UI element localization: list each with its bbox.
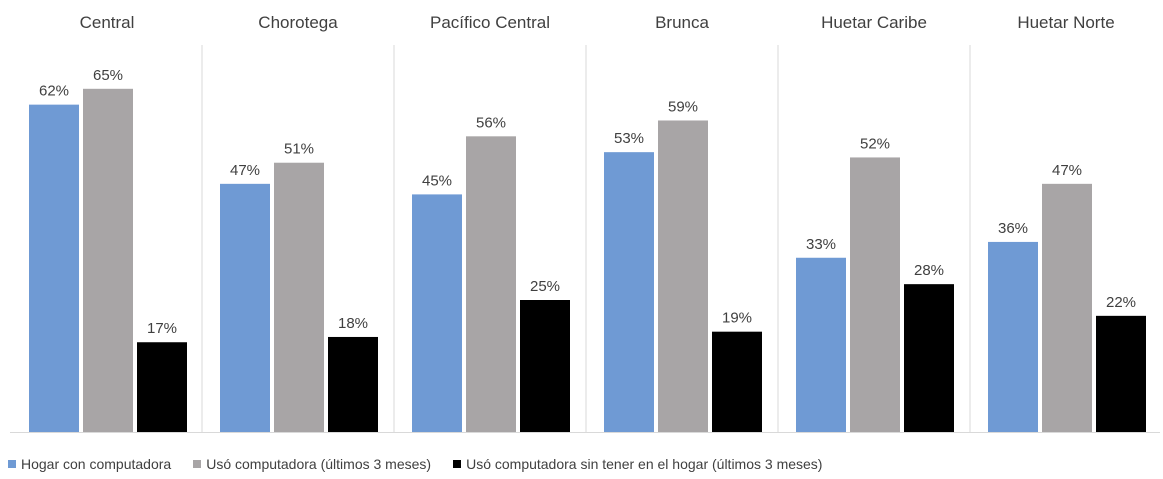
bar [466, 136, 516, 432]
data-label: 33% [806, 236, 836, 253]
bar [712, 331, 762, 432]
category-title: Central [80, 13, 135, 32]
legend-item-hogar: Hogar con computadora [8, 456, 171, 472]
category-title: Pacífico Central [430, 13, 550, 32]
data-label: 45% [422, 172, 452, 189]
data-label: 65% [93, 67, 123, 84]
bar [328, 336, 378, 432]
legend-label-hogar: Hogar con computadora [21, 456, 172, 472]
bar [658, 120, 708, 432]
legend: Hogar con computadora Usó computadora (ú… [8, 455, 844, 473]
data-label: 59% [668, 98, 698, 115]
data-label: 22% [1106, 294, 1136, 311]
bar [796, 257, 846, 432]
data-label: 28% [914, 262, 944, 279]
category-title: Huetar Caribe [821, 13, 927, 32]
legend-swatch-hogar [8, 460, 16, 468]
data-label: 17% [147, 320, 177, 337]
bar [274, 162, 324, 432]
bar [988, 241, 1038, 432]
legend-swatch-uso [193, 460, 202, 468]
bar [904, 284, 954, 432]
data-label: 62% [39, 83, 69, 100]
legend-item-sin-hogar: Usó computadora sin tener en el hogar (ú… [453, 456, 822, 472]
bar [1042, 183, 1092, 432]
bar [604, 152, 654, 432]
bar [850, 157, 900, 432]
legend-label-sin-hogar: Usó computadora sin tener en el hogar (ú… [466, 456, 823, 472]
data-label: 18% [338, 315, 368, 332]
legend-swatch-sin-hogar [453, 460, 462, 468]
data-label: 47% [1052, 162, 1082, 179]
bar [520, 300, 570, 432]
bar [83, 88, 133, 433]
bar-chart-svg: Central 62% 65% 17% Chorotega 47% 51% 18% Pacífi… [10, 13, 1160, 433]
legend-item-uso: Usó computadora (últimos 3 meses) [193, 456, 431, 472]
bar [1096, 315, 1146, 432]
data-label: 51% [284, 141, 314, 158]
data-label: 52% [860, 135, 890, 152]
bar [137, 342, 187, 432]
data-label: 36% [998, 220, 1028, 237]
data-label: 47% [230, 162, 260, 179]
data-label: 56% [476, 114, 506, 131]
bar [29, 104, 79, 432]
category-title: Chorotega [258, 13, 338, 32]
category-title: Brunca [655, 13, 709, 32]
data-label: 25% [530, 278, 560, 295]
bar [412, 194, 462, 432]
category-title: Huetar Norte [1017, 13, 1114, 32]
data-label: 19% [722, 310, 752, 327]
bar [220, 183, 270, 432]
legend-label-uso: Usó computadora (últimos 3 meses) [206, 456, 432, 472]
data-label: 53% [614, 130, 644, 147]
